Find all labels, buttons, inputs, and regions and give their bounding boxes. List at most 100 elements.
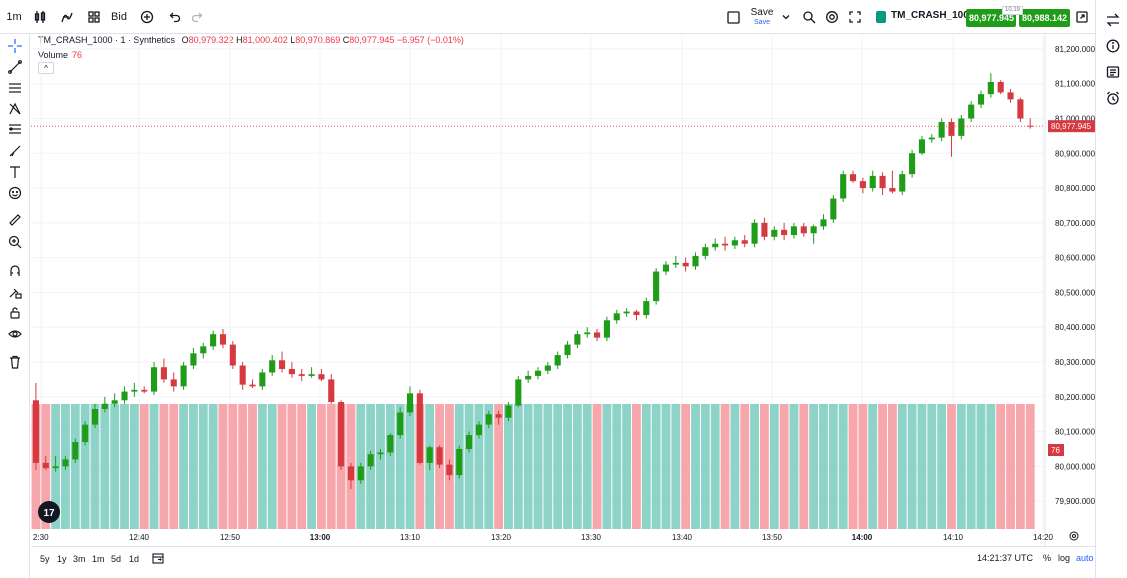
settings-gear-icon[interactable] — [823, 6, 841, 28]
volume-bar — [632, 404, 641, 529]
volume-bar — [681, 404, 691, 529]
save-button[interactable]: Save Save — [748, 8, 776, 27]
lock-drawing-icon[interactable] — [5, 282, 25, 302]
candle-body — [347, 466, 355, 481]
volume-bar — [592, 404, 602, 529]
pitchfork-icon[interactable] — [5, 99, 25, 119]
volume-bar — [100, 404, 110, 529]
lock-icon[interactable] — [5, 303, 25, 323]
candles-icon[interactable] — [31, 6, 49, 28]
eye-icon[interactable] — [5, 324, 25, 344]
parallel-channel-icon[interactable] — [5, 78, 25, 98]
time-tick-label: 12:40 — [129, 533, 150, 542]
volume-label[interactable]: Volume — [38, 50, 69, 60]
candle-body — [475, 424, 482, 436]
price-tick-label: 79,900.000 — [1055, 497, 1095, 506]
undo-icon[interactable] — [166, 6, 184, 28]
range-1y[interactable]: 1y — [57, 554, 67, 564]
legend-low-label: L — [290, 35, 296, 45]
crosshair-icon[interactable] — [5, 36, 25, 56]
popout-icon[interactable] — [1074, 6, 1090, 28]
percent-scale-toggle[interactable]: % — [1043, 553, 1052, 563]
time-tick-label: 13:20 — [491, 533, 512, 542]
alarm-clock-icon[interactable] — [1104, 89, 1122, 107]
legend-high-value: 81,000.402 — [242, 35, 288, 45]
fib-retracement-icon[interactable] — [5, 120, 25, 140]
volume-bar — [139, 404, 149, 529]
range-1d[interactable]: 1d — [129, 554, 140, 564]
collapse-legend-button[interactable]: ^ — [38, 62, 54, 74]
info-icon[interactable] — [1104, 37, 1122, 55]
price-tick-label: 80,800.000 — [1055, 184, 1095, 193]
candle-body — [101, 403, 108, 409]
candle-body — [869, 175, 876, 189]
candle-body — [436, 447, 443, 465]
log-scale-toggle[interactable]: log — [1058, 553, 1071, 563]
layouts-icon[interactable] — [85, 6, 103, 28]
candle-body — [830, 198, 837, 220]
legend-symbol[interactable]: TM_CRASH_1000 · 1 · Synthetics — [38, 35, 176, 45]
volume-bar — [120, 404, 129, 529]
ruler-icon[interactable] — [5, 210, 25, 230]
volume-bar — [907, 404, 917, 529]
candle-body — [416, 393, 423, 463]
candle-body — [977, 94, 985, 105]
symbol-name[interactable]: TM_CRASH_1000 — [891, 10, 975, 21]
tradingview-logo: 17 — [38, 501, 60, 523]
chevron-down-icon[interactable] — [780, 6, 792, 28]
fullscreen-box-icon[interactable] — [724, 6, 742, 28]
redo-icon[interactable] — [188, 6, 206, 28]
candle-body — [643, 301, 650, 316]
add-compare-icon[interactable] — [138, 6, 156, 28]
volume-bar — [1025, 404, 1035, 529]
auto-scale-toggle[interactable]: auto — [1076, 553, 1094, 563]
volume-bar — [376, 404, 385, 529]
range-5d[interactable]: 5d — [111, 554, 122, 564]
price-chart[interactable]: 81,200.000 81,100.000 81,000.000 80,900.000… — [31, 35, 1095, 546]
candle-body — [741, 240, 748, 244]
quick-search-icon[interactable] — [800, 6, 818, 28]
range-1m[interactable]: 1m — [92, 554, 105, 564]
range-3m[interactable]: 3m — [73, 554, 86, 564]
trend-line-icon[interactable] — [5, 57, 25, 77]
volume-bar — [70, 404, 80, 529]
fullscreen-icon[interactable] — [846, 6, 864, 28]
emoji-icon[interactable] — [5, 183, 25, 203]
candle-body — [958, 118, 965, 136]
interval-button[interactable]: 1m — [4, 6, 24, 28]
symbol-badge-icon — [876, 11, 886, 23]
price-tick-label: 80,000.000 — [1055, 462, 1095, 471]
candle-body — [72, 442, 79, 460]
indicators-icon[interactable] — [58, 6, 76, 28]
volume-bar — [523, 404, 533, 529]
candle-body — [534, 370, 542, 376]
legend-open-value: 80,979.322 — [188, 35, 234, 45]
time-tick-label: 13:00 — [310, 533, 331, 542]
text-icon[interactable] — [5, 162, 25, 182]
candle-body — [288, 368, 295, 375]
last-price-badge — [1048, 120, 1095, 133]
goto-date-icon[interactable] — [152, 552, 164, 567]
zoom-in-icon[interactable] — [5, 232, 25, 252]
price-type-button[interactable]: Bid — [108, 6, 130, 28]
utc-clock[interactable]: 14:21:37 UTC — [977, 553, 1034, 563]
trade-arrows-icon[interactable] — [1104, 11, 1122, 29]
candle-body — [879, 175, 886, 189]
volume-bar — [956, 404, 966, 529]
magnet-icon[interactable] — [5, 261, 25, 281]
range-5y[interactable]: 5y — [40, 554, 50, 564]
buy-button[interactable]: 80,988.142 — [1019, 9, 1070, 27]
brush-icon[interactable] — [5, 141, 25, 161]
bottom-toolbar: 5y 1y 3m 1m 5d 1d 14:21:37 UTC % log aut… — [31, 546, 1095, 578]
trash-icon[interactable] — [5, 352, 25, 372]
time-axis: 2:30 12:40 12:50 13:00 13:10 13:20 13:30 13:40 1… — [33, 533, 1054, 542]
time-tick-label: 13:40 — [672, 533, 693, 542]
candle-body — [938, 121, 945, 138]
axis-settings-gear-icon[interactable] — [1069, 531, 1079, 541]
news-icon[interactable] — [1104, 63, 1122, 81]
volume-bar — [789, 404, 799, 529]
volume-bar — [700, 404, 710, 529]
candle-body — [682, 262, 689, 267]
candle-body — [52, 466, 59, 469]
volume-bar — [90, 404, 100, 529]
